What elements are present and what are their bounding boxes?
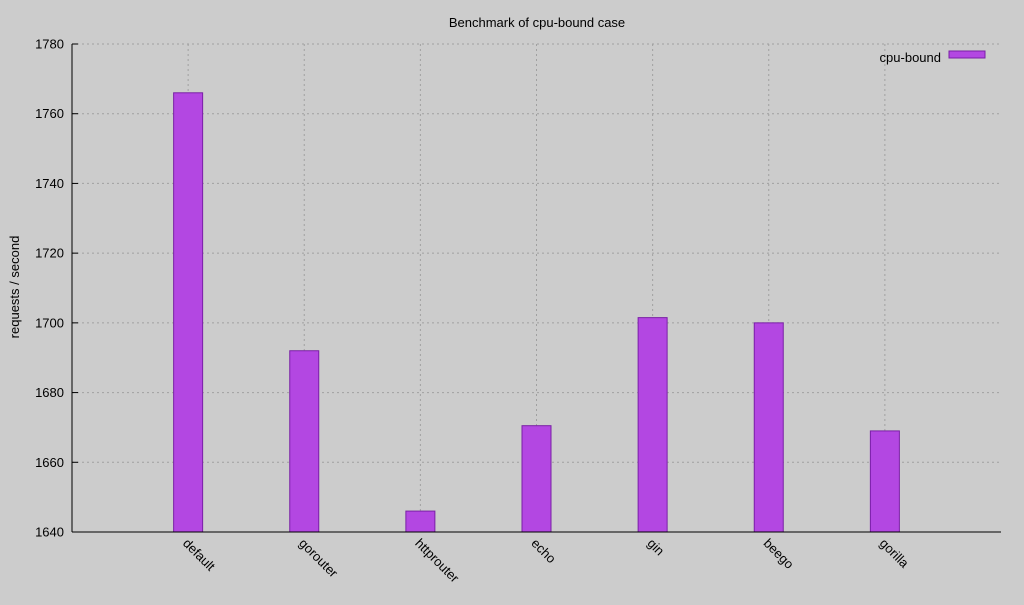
y-tick-label: 1740 xyxy=(35,176,64,191)
x-tick-label: gorilla xyxy=(877,536,913,572)
legend-swatch xyxy=(948,50,986,59)
bar-gin xyxy=(637,317,668,533)
bar-layer xyxy=(173,92,900,533)
y-tick-label: 1660 xyxy=(35,455,64,470)
x-tick-label: gorouter xyxy=(296,536,341,581)
bar-gorouter xyxy=(289,350,320,533)
y-tick-label: 1760 xyxy=(35,106,64,121)
chart-title: Benchmark of cpu-bound case xyxy=(449,15,625,30)
bar-default xyxy=(173,92,204,533)
y-axis-label: requests / second xyxy=(7,236,22,339)
x-tick-label: gin xyxy=(645,536,668,559)
y-tick-label: 1680 xyxy=(35,385,64,400)
x-tick-label: httprouter xyxy=(412,536,462,586)
bar-echo xyxy=(521,425,552,533)
y-tick-label: 1720 xyxy=(35,246,64,261)
axis-layer xyxy=(71,43,1001,533)
y-tick-label: 1700 xyxy=(35,315,64,330)
y-tick-label: 1780 xyxy=(35,37,64,52)
x-tick-label: echo xyxy=(528,536,559,567)
legend: cpu-bound xyxy=(880,50,986,65)
x-tick-label: default xyxy=(180,536,218,574)
x-tick-label: beego xyxy=(761,536,797,572)
bar-beego xyxy=(753,322,784,533)
legend-label: cpu-bound xyxy=(880,50,941,65)
bar-gorilla xyxy=(869,430,900,533)
y-tick-label: 1640 xyxy=(35,525,64,540)
bar-httprouter xyxy=(405,510,436,533)
